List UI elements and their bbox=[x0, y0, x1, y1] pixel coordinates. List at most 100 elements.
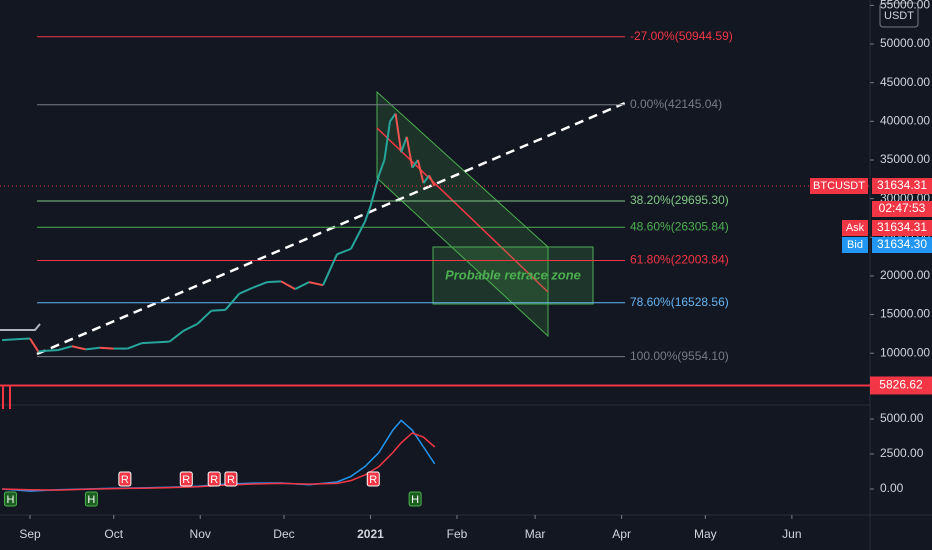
x-tick-label: Apr bbox=[612, 527, 631, 541]
candle-segment bbox=[238, 286, 254, 295]
candle-segment bbox=[99, 346, 114, 350]
tag-value-bg bbox=[872, 178, 932, 195]
candle-segment bbox=[308, 281, 324, 287]
fib-label: -27.00%(50944.59) bbox=[630, 29, 733, 43]
candle-segment bbox=[15, 337, 31, 341]
y-tick-label: 2500.00 bbox=[880, 446, 924, 460]
y-tick-label: 10000.00 bbox=[880, 345, 930, 359]
y-tick-label: 45000.00 bbox=[880, 75, 930, 89]
tag-value: 31634.30 bbox=[877, 237, 927, 251]
tag-value: 31634.31 bbox=[877, 178, 927, 192]
candle-segment bbox=[57, 345, 73, 352]
y-tick-label: 50000.00 bbox=[880, 36, 930, 50]
candle-segment bbox=[428, 174, 436, 187]
currency-box bbox=[879, 2, 919, 28]
x-tick-label: Oct bbox=[104, 527, 123, 541]
signal-text: H bbox=[6, 494, 14, 506]
fib-label: 48.60%(26305.84) bbox=[630, 219, 729, 233]
candle-segment bbox=[422, 174, 430, 184]
indicator-line bbox=[2, 432, 436, 491]
fib-label: 0.00%(42145.04) bbox=[630, 97, 722, 111]
arrow bbox=[0, 323, 41, 331]
signal-text: H bbox=[411, 494, 419, 506]
retrace-zone bbox=[432, 246, 594, 305]
signal-marker bbox=[179, 471, 193, 487]
signal-marker bbox=[3, 491, 17, 507]
alert-tag bbox=[870, 376, 932, 395]
trend-line bbox=[36, 101, 626, 356]
candle-segment bbox=[85, 346, 100, 351]
tag-name: Ask bbox=[846, 222, 865, 234]
y-tick-label: 5000.00 bbox=[880, 411, 924, 425]
candle-segment bbox=[2, 338, 17, 342]
candle-segment bbox=[71, 345, 87, 351]
signal-text: R bbox=[121, 474, 129, 486]
channel-midline bbox=[376, 127, 549, 293]
countdown: 02:47:53 bbox=[879, 201, 926, 215]
x-tick-label: 2021 bbox=[357, 527, 384, 541]
tag-name: BTCUSDT bbox=[813, 180, 865, 192]
fib-label: 61.80%(22003.84) bbox=[630, 253, 729, 267]
y-tick-label: 40000.00 bbox=[880, 114, 930, 128]
candle-segment bbox=[294, 281, 310, 290]
candle-segment bbox=[336, 247, 352, 256]
tag-name-bg bbox=[842, 237, 868, 254]
candle-segment bbox=[389, 113, 397, 122]
candle-segment bbox=[141, 341, 156, 345]
candle-segment bbox=[377, 159, 386, 176]
candle-segment bbox=[411, 159, 419, 169]
countdown-bg bbox=[872, 201, 932, 218]
fib-label: 100.00%(9554.10) bbox=[630, 349, 729, 363]
candle-segment bbox=[400, 136, 408, 153]
candle-segment bbox=[252, 281, 268, 289]
descending-channel bbox=[376, 90, 549, 338]
candle-segment bbox=[183, 322, 198, 332]
tag-value-bg bbox=[872, 237, 932, 254]
signal-text: R bbox=[227, 474, 235, 486]
candle-segment bbox=[224, 293, 241, 311]
y-tick-label: 15000.00 bbox=[880, 307, 930, 321]
signal-marker bbox=[84, 491, 98, 507]
candle-segment bbox=[383, 121, 391, 161]
alert-label: 5826.62 bbox=[879, 378, 923, 392]
x-tick-label: Dec bbox=[273, 527, 294, 541]
candle-segment bbox=[405, 136, 414, 168]
y-tick-label: 0.00 bbox=[880, 481, 904, 495]
signal-marker bbox=[366, 471, 380, 487]
signal-marker bbox=[408, 491, 422, 507]
candle-segment bbox=[322, 253, 338, 286]
candle-segment bbox=[43, 349, 58, 352]
x-tick-label: Nov bbox=[190, 527, 211, 541]
signal-text: R bbox=[369, 474, 377, 486]
currency: USDT bbox=[884, 10, 914, 22]
x-tick-label: Mar bbox=[525, 527, 546, 541]
candle-segment bbox=[267, 280, 282, 284]
fib-label: 38.20%(29695.30) bbox=[630, 193, 729, 207]
candle-segment bbox=[416, 159, 425, 184]
candle-segment bbox=[280, 280, 296, 290]
fib-label: 78.60%(16528.56) bbox=[630, 295, 729, 309]
y-tick-label: 35000.00 bbox=[880, 152, 930, 166]
signal-text: R bbox=[210, 474, 218, 486]
candle-segment bbox=[394, 113, 403, 153]
signal-marker bbox=[118, 471, 132, 487]
x-tick-label: Sep bbox=[19, 527, 41, 541]
tag-name-bg bbox=[810, 178, 868, 195]
x-tick-label: Jun bbox=[782, 527, 801, 541]
y-tick-label: 55000.00 bbox=[880, 0, 930, 12]
tag-name-bg bbox=[842, 220, 868, 237]
candle-segment bbox=[155, 340, 170, 344]
tag-name: Bid bbox=[847, 239, 863, 251]
candle-segment bbox=[127, 342, 142, 350]
x-tick-label: Feb bbox=[447, 527, 468, 541]
x-tick-label: May bbox=[694, 527, 717, 541]
candle-segment bbox=[38, 349, 45, 353]
candle-segment bbox=[29, 337, 40, 353]
candle-segment bbox=[211, 308, 226, 312]
annotation: Probable retrace zone bbox=[445, 267, 581, 282]
candle-segment bbox=[369, 175, 380, 207]
tag-value-bg bbox=[872, 220, 932, 237]
signal-marker bbox=[207, 471, 221, 487]
